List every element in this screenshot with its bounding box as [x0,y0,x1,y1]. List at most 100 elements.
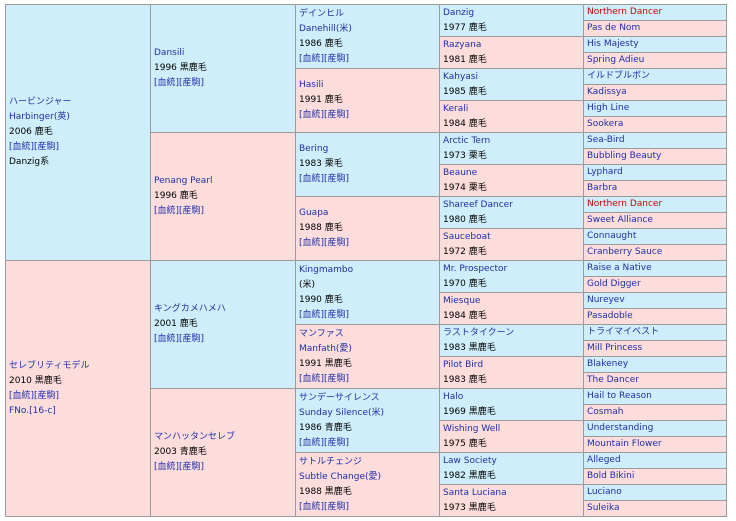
pedigree-row: Barbra [6,180,727,197]
horse-name-link[interactable]: サトルチェンジ [299,456,363,467]
horse-name-link[interactable]: Danzig [443,7,475,18]
horse-name-link[interactable]: Mill Princess [587,343,643,353]
gen5-cell: Bold Bikini [583,468,727,485]
horse-name-link[interactable]: Hail to Reason [587,391,652,401]
horse-name-link[interactable]: Razyana [443,39,482,50]
pedigree-offspring-links[interactable]: [血統][産駒] [154,206,205,216]
horse-name-link[interactable]: マンファス [299,328,344,339]
horse-name-link[interactable]: Lyphard [587,167,623,177]
horse-name-link[interactable]: Bering [299,144,329,154]
info-text: 2010 黒鹿毛 [9,375,62,386]
pedigree-offspring-links[interactable]: [血統][産駒] [154,78,205,88]
english-name-link[interactable]: Danehill(米) [299,23,352,34]
pedigree-row: Hasili 1991 鹿毛 [血統][産駒] Kahyasi 1985 鹿毛 イルドブル… [6,68,727,133]
pedigree-offspring-links[interactable]: [血統][産駒] [299,174,350,184]
horse-name-link[interactable]: Suleika [587,503,620,513]
pedigree-offspring-links[interactable]: [血統][産駒] [9,142,60,152]
horse-name-link[interactable]: Alleged [587,455,621,465]
horse-name-link[interactable]: Dansili [154,48,185,58]
horse-name-link[interactable]: Blakeney [587,359,629,369]
horse-name-link[interactable]: Mr. Prospector [443,263,508,274]
horse-name-link[interactable]: Sauceboat [443,231,491,242]
pedigree-offspring-links[interactable]: [血統][産駒] [299,373,350,384]
horse-name-link[interactable]: ハービンジャー [9,97,72,107]
horse-name-link[interactable]: High Line [587,103,630,113]
family-number-link[interactable]: FNo.[16-c] [9,405,56,416]
horse-name-link[interactable]: Luciano [587,487,622,497]
horse-name-link[interactable]: キングカメハメハ [154,304,226,314]
horse-name-link[interactable]: Kerali [443,103,469,114]
horse-name-link[interactable]: Northern Dancer [587,7,663,17]
gen4-cell: Pilot Bird 1983 鹿毛 [439,356,584,389]
horse-name-link[interactable]: Halo [443,391,464,402]
english-name-link[interactable]: Sunday Silence(米) [299,407,384,418]
horse-name-link[interactable]: Kadissya [587,87,627,97]
english-name-link[interactable]: Harbinger(英) [9,112,70,122]
horse-name-link[interactable]: Raise a Native [587,263,652,273]
horse-name-link[interactable]: Bold Bikini [587,471,635,481]
horse-name-link[interactable]: Spring Adieu [587,55,645,65]
gen4-cell: Santa Luciana 1973 黒鹿毛 [439,484,584,517]
horse-name-link[interactable]: Arctic Tern [443,135,491,146]
horse-name-link[interactable]: Shareef Dancer [443,199,513,210]
pedigree-offspring-links[interactable]: [血統][産駒] [299,437,350,448]
pedigree-row: マンハッタンセレブ 2003 青鹿毛 [血統][産駒] サンデーサイレンス Sunday… [6,388,727,517]
info-text: 1990 鹿毛 [299,294,343,305]
pedigree-row: Kerali 1984 鹿毛 High Line [6,100,727,133]
pedigree-offspring-links[interactable]: [血統][産駒] [299,110,350,120]
horse-name-link[interactable]: Gold Digger [587,279,641,289]
horse-name-link[interactable]: Connaught [587,231,637,241]
horse-name-link[interactable]: Hasili [299,80,324,90]
horse-name-link[interactable]: Pasadoble [587,311,633,321]
horse-name-link[interactable]: Kingmambo [299,264,354,275]
horse-name-link[interactable]: Guapa [299,208,329,218]
english-name-link[interactable]: Subtle Change(愛) [299,471,382,482]
pedigree-offspring-links[interactable]: [血統][産駒] [299,501,350,512]
horse-name-link[interactable]: Sea-Bird [587,135,625,145]
horse-name-link[interactable]: Sookera [587,119,624,129]
horse-name-link[interactable]: Pas de Nom [587,23,641,33]
horse-name-link[interactable]: His Majesty [587,39,639,49]
horse-name-link[interactable]: Cranberry Sauce [587,247,663,257]
pedigree-row: サトルチェンジ Subtle Change(愛) 1988 黒鹿毛 [血統][産駒] L… [6,452,727,517]
horse-name-link[interactable]: イルドブルボン [587,71,651,81]
horse-name-link[interactable]: Beaune [443,167,478,178]
pedigree-offspring-links[interactable]: [血統][産駒] [299,53,350,64]
sire-cell: ハービンジャー Harbinger(英) 2006 鹿毛 [血統][産駒] Danzig… [5,4,151,261]
horse-name-link[interactable]: The Dancer [587,375,639,385]
pedigree-offspring-links[interactable]: [血統][産駒] [299,238,350,248]
horse-name-link[interactable]: デインヒル [299,8,345,19]
horse-name-link[interactable]: Penang Pearl [154,176,213,186]
horse-name-link[interactable]: Northern Dancer [587,199,663,209]
horse-name-link[interactable]: サンデーサイレンス [299,392,380,403]
pedigree-offspring-links[interactable]: [血統][産駒] [154,334,205,344]
info-text: 1996 鹿毛 [154,191,198,201]
pedigree-offspring-links[interactable]: [血統][産駒] [9,390,60,401]
horse-name-link[interactable]: Kahyasi [443,71,478,82]
english-name-link[interactable]: Manfath(愛) [299,343,352,354]
pedigree-row: Miesque 1984 鹿毛 Nureyev [6,292,727,325]
pedigree-row: The Dancer [6,372,727,389]
horse-name-link[interactable]: Law Society [443,455,497,466]
horse-name-link[interactable]: セレブリティモデル [9,360,90,371]
horse-name-link[interactable]: Wishing Well [443,423,501,434]
horse-name-link[interactable]: Cosmah [587,407,624,417]
horse-name-link[interactable]: Mountain Flower [587,439,662,449]
horse-name-link[interactable]: Barbra [587,183,618,193]
horse-name-link[interactable]: ラストタイクーン [443,327,515,338]
horse-name-link[interactable]: Understanding [587,423,654,433]
pedigree-table: ハービンジャー Harbinger(英) 2006 鹿毛 [血統][産駒] Danzig… [5,4,727,517]
horse-name-link[interactable]: Sweet Alliance [587,215,653,225]
horse-name-link[interactable]: Santa Luciana [443,487,507,498]
pedigree-row: Bubbling Beauty [6,148,727,165]
horse-name-link[interactable]: Pilot Bird [443,359,484,370]
horse-name-link[interactable]: トライマイベスト [587,327,660,337]
horse-name-link[interactable]: Bubbling Beauty [587,151,662,161]
gen5-cell: トライマイベスト [583,324,727,341]
horse-name-link[interactable]: マンハッタンセレブ [154,432,236,442]
pedigree-offspring-links[interactable]: [血統][産駒] [299,309,350,320]
horse-name-link[interactable]: Miesque [443,295,481,306]
pedigree-offspring-links[interactable]: [血統][産駒] [154,462,205,472]
gen5-cell: Lyphard [583,164,727,181]
horse-name-link[interactable]: Nureyev [587,295,625,305]
